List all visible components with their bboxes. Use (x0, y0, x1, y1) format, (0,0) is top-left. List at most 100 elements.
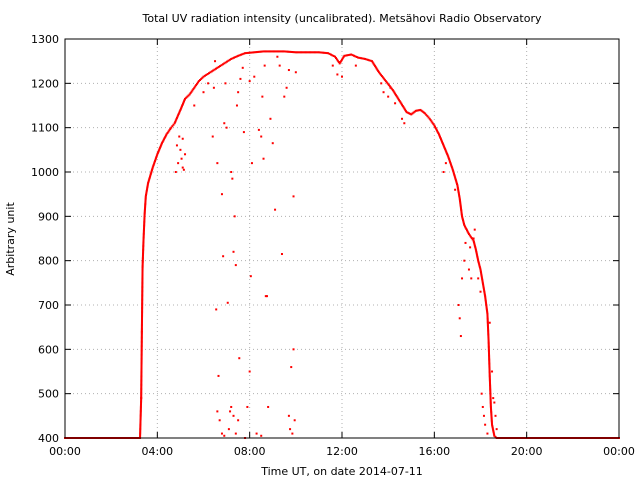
x-tick-label: 08:00 (234, 445, 266, 458)
data-point (273, 50, 276, 53)
data-point (276, 50, 279, 53)
data-point (477, 260, 480, 263)
data-point (458, 194, 461, 197)
scatter-point (454, 188, 457, 191)
data-point (164, 134, 167, 137)
data-point (140, 333, 143, 336)
data-point (203, 74, 206, 77)
data-point (141, 257, 144, 260)
data-point (242, 52, 245, 55)
data-point (140, 363, 143, 366)
data-point (253, 51, 256, 54)
data-point (460, 210, 463, 213)
data-point (153, 161, 156, 164)
scatter-point (486, 432, 489, 435)
data-point (488, 355, 491, 358)
data-point (371, 61, 374, 64)
data-point (140, 385, 143, 388)
data-point (139, 417, 142, 420)
data-point (493, 433, 496, 436)
data-point (141, 287, 144, 290)
data-point (178, 110, 181, 113)
data-point (460, 211, 463, 214)
data-point (417, 109, 420, 112)
scatter-point (232, 414, 235, 417)
data-point (487, 338, 490, 341)
data-point (474, 248, 477, 251)
scatter-point (177, 162, 180, 165)
scatter-point (260, 434, 263, 437)
data-point (486, 323, 489, 326)
data-point (475, 252, 478, 255)
data-point (141, 272, 144, 275)
data-point (343, 54, 346, 57)
data-point (210, 70, 213, 73)
data-point (144, 204, 147, 207)
data-point (347, 54, 350, 57)
data-point (404, 109, 407, 112)
data-point (490, 413, 493, 416)
data-point (429, 119, 432, 122)
data-point (140, 342, 143, 345)
data-point (489, 407, 492, 410)
data-point (483, 291, 486, 294)
data-point (449, 162, 452, 165)
data-point (488, 374, 491, 377)
data-point (293, 51, 296, 54)
data-point (472, 240, 475, 243)
scatter-point (459, 335, 462, 338)
data-point (489, 399, 492, 402)
data-point (147, 179, 150, 182)
data-point (474, 246, 477, 249)
data-point (143, 210, 146, 213)
data-point (248, 51, 251, 54)
data-point (473, 244, 476, 247)
scatter-point (140, 397, 143, 400)
data-point (420, 109, 423, 112)
data-point (458, 197, 461, 200)
y-tick-label: 1000 (31, 166, 59, 179)
data-point (485, 309, 488, 312)
data-point (141, 264, 144, 267)
data-point (489, 403, 492, 406)
data-point (144, 205, 147, 208)
data-point (373, 63, 376, 66)
scatter-point (216, 410, 219, 413)
data-point (487, 347, 490, 350)
data-point (189, 92, 192, 95)
data-point (227, 59, 230, 62)
scatter-point (354, 64, 357, 67)
scatter-point (202, 91, 205, 94)
data-point (197, 80, 200, 83)
data-point (487, 332, 490, 335)
data-point (141, 293, 144, 296)
scatter-point (174, 171, 177, 173)
scatter-point (461, 277, 464, 280)
data-point (140, 355, 143, 358)
data-point (492, 432, 495, 435)
x-tick-label: 04:00 (141, 445, 173, 458)
scatter-point (283, 95, 286, 98)
data-point (140, 371, 143, 374)
data-point (443, 145, 446, 148)
scatter-point (225, 126, 228, 129)
data-point (487, 343, 490, 346)
data-point (259, 50, 262, 53)
data-point (144, 201, 147, 204)
data-point (140, 384, 143, 387)
data-point (140, 339, 143, 342)
data-point (142, 246, 145, 249)
data-point (141, 276, 144, 279)
data-point (340, 59, 343, 62)
scatter-point (223, 434, 226, 437)
data-point (449, 160, 452, 163)
data-point (458, 193, 461, 196)
data-point (285, 50, 288, 53)
scatter-point (276, 55, 279, 58)
scatter-point (215, 308, 218, 311)
data-point (492, 431, 495, 434)
data-point (143, 221, 146, 224)
data-point (220, 64, 223, 67)
data-point (140, 372, 143, 375)
data-point (481, 279, 484, 282)
